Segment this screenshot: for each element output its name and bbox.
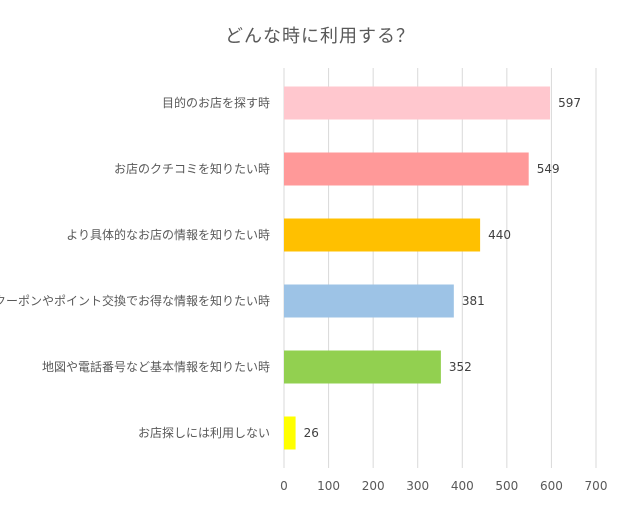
category-label: お店のクチコミを知りたい時	[114, 162, 270, 176]
bar	[284, 86, 551, 120]
data-label: 381	[462, 294, 485, 308]
data-label: 26	[304, 426, 319, 440]
category-label: 目的のお店を探す時	[162, 95, 270, 110]
bar	[284, 284, 454, 318]
bar	[284, 350, 441, 384]
x-tick-label: 700	[585, 479, 608, 493]
bars	[284, 86, 551, 450]
category-label: お店探しには利用しない	[138, 426, 270, 440]
bar	[284, 152, 529, 186]
data-label: 352	[449, 360, 472, 374]
x-axis-ticks: 0 100 200 300 400 500 600 700	[280, 479, 607, 493]
value-labels: 597 549 440 381 352 26	[304, 96, 581, 440]
data-label: 597	[558, 96, 581, 110]
x-tick-label: 300	[406, 479, 429, 493]
category-label: 地図や電話番号など基本情報を知りたい時	[42, 359, 270, 374]
category-labels: 目的のお店を探す時お店のクチコミを知りたい時より具体的なお店の情報を知りたい時ク…	[0, 95, 270, 440]
data-label: 549	[537, 162, 560, 176]
chart-title: どんな時に利用する？	[225, 26, 415, 47]
x-tick-label: 600	[540, 479, 563, 493]
category-label: より具体的なお店の情報を知りたい時	[66, 227, 270, 242]
bar	[284, 416, 296, 450]
x-tick-label: 500	[495, 479, 518, 493]
x-tick-label: 100	[317, 479, 340, 493]
gridlines	[283, 68, 597, 468]
data-label: 440	[488, 228, 511, 242]
x-tick-label: 200	[362, 479, 385, 493]
x-tick-label: 0	[280, 479, 288, 493]
bar	[284, 218, 481, 252]
category-label: クーポンやポイント交換でお得な情報を知りたい時	[0, 293, 270, 308]
x-tick-label: 400	[451, 479, 474, 493]
